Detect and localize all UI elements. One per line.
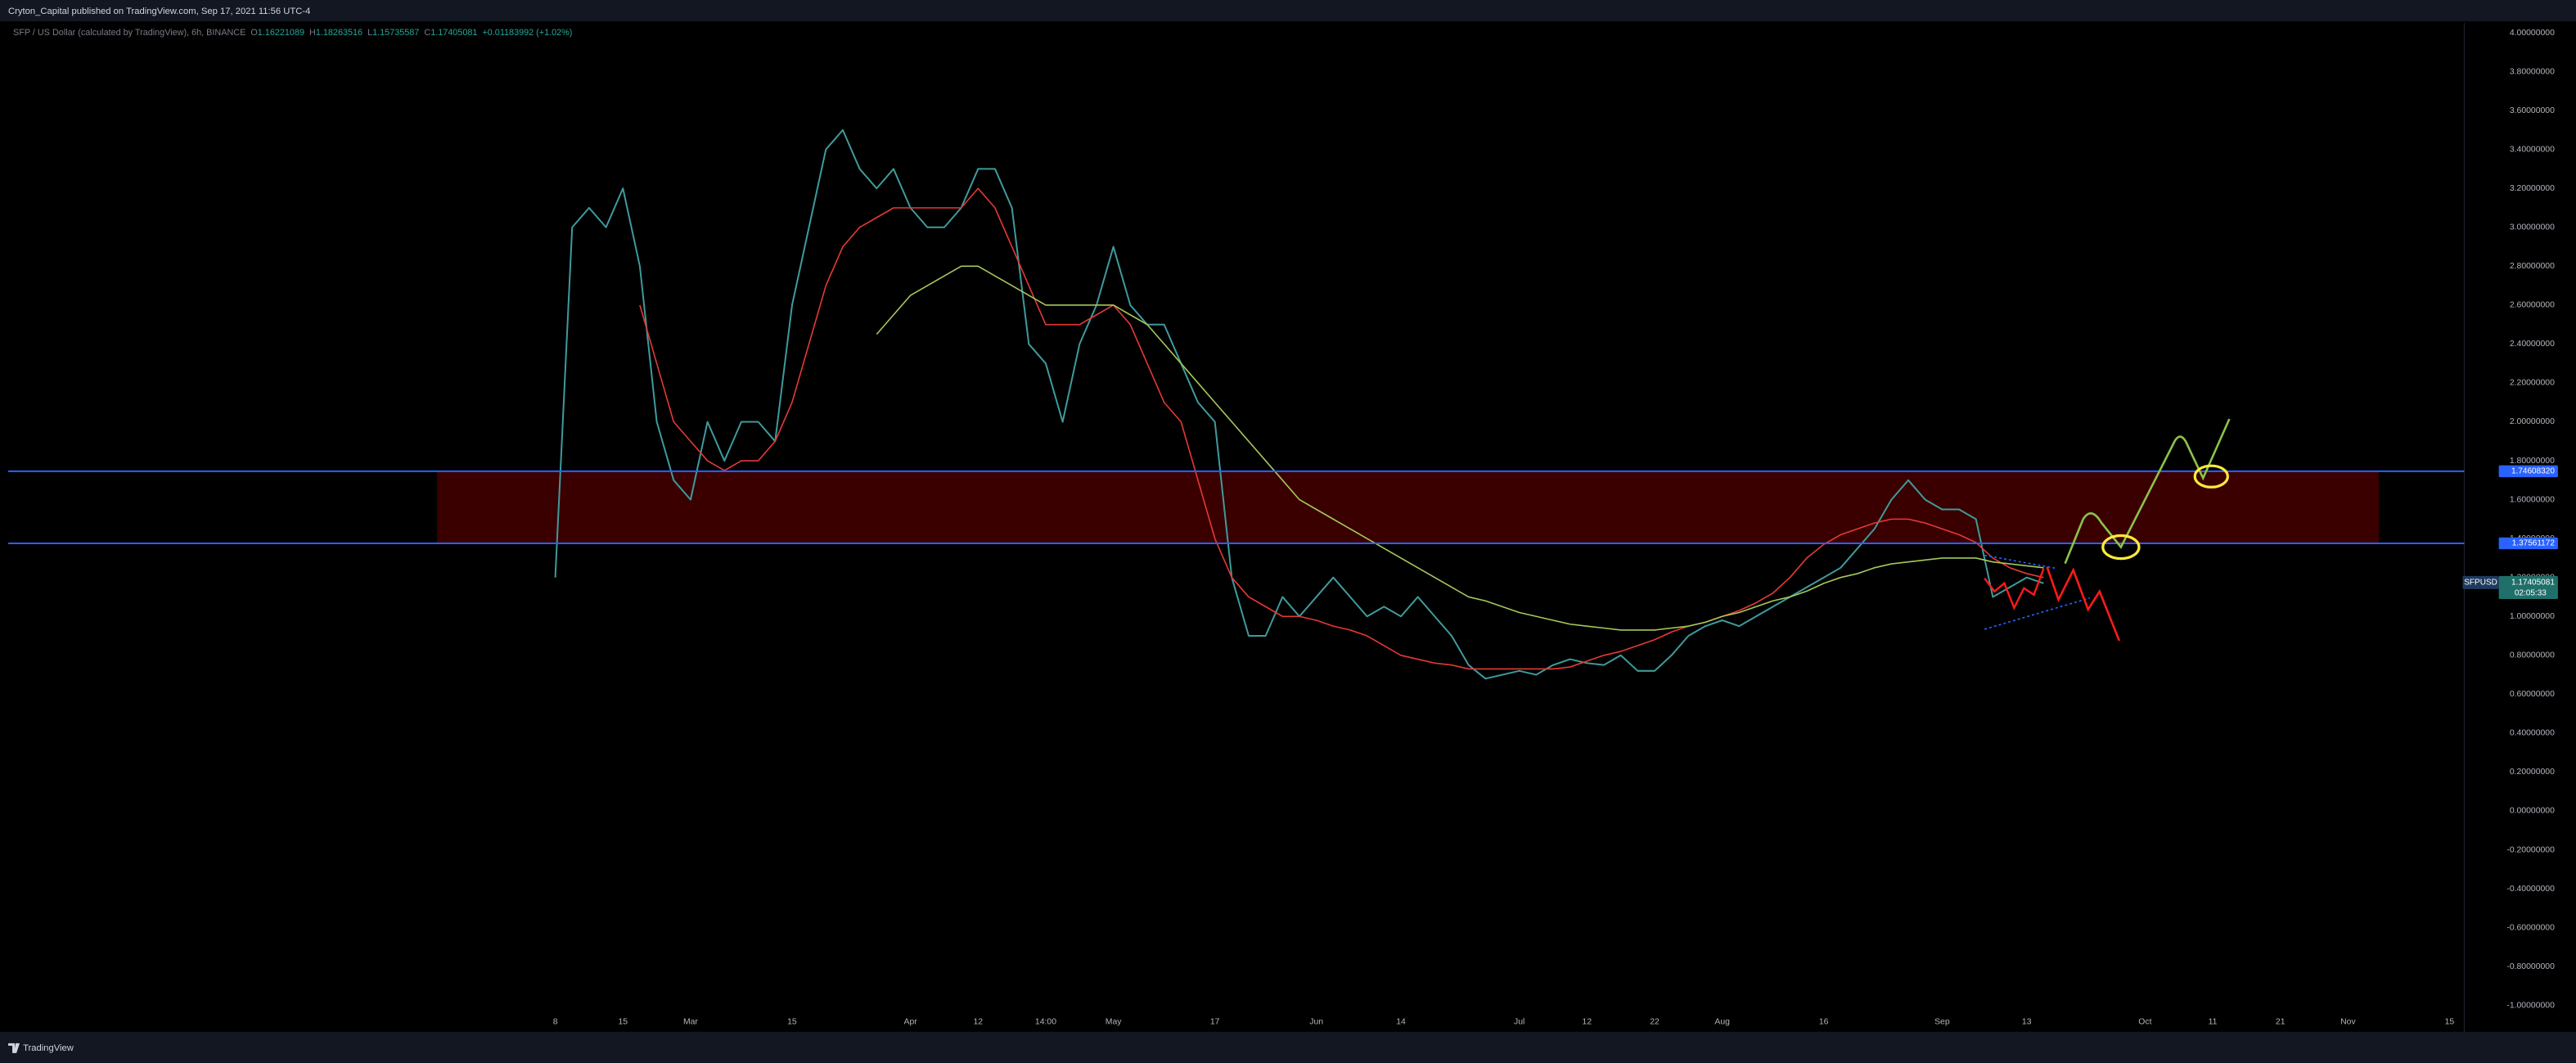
y-tick-label: 2.80000000 <box>2510 262 2555 271</box>
overlay: 1.74608320 1.37561172 SFPUSD 1.1740508102:0… <box>2462 465 2558 599</box>
countdown: 02:05:33 <box>2515 589 2547 598</box>
y-tick-label: 0.20000000 <box>2510 768 2555 777</box>
x-tick-label: 12 <box>1583 1018 1592 1027</box>
plot: SFP / US Dollar (calculated by TradingVi… <box>8 23 2555 1032</box>
projection-bear <box>2046 566 2121 642</box>
top-bar <box>0 0 2576 22</box>
x-tick-label: 14:00 <box>1035 1018 1056 1027</box>
footer-brand: TradingView <box>23 1043 74 1053</box>
ohlc-key: C <box>424 28 430 38</box>
y-tick-label: 2.40000000 <box>2510 340 2555 349</box>
y-tick-label: 0.00000000 <box>2510 807 2555 816</box>
level-label-box <box>2498 465 2558 478</box>
ohlc-value: 1.18263516 <box>316 28 363 38</box>
x-tick-label: 17 <box>1210 1018 1220 1027</box>
moving-average <box>639 187 2044 670</box>
x-tick-label: May <box>1106 1018 1122 1027</box>
y-tick-label: 3.00000000 <box>2510 223 2555 232</box>
x-tick-label: 15 <box>787 1018 797 1027</box>
change: +0.01183992 (+1.02%) <box>482 28 572 38</box>
y-tick-label: 3.80000000 <box>2510 67 2555 76</box>
legend: SFP / US Dollar (calculated by TradingVi… <box>13 28 572 38</box>
price-label: 1.17405081 <box>2511 579 2555 588</box>
x-tick-label: Nov <box>2340 1018 2356 1027</box>
x-tick-label: Jul <box>1514 1018 1524 1027</box>
y-tick-label: 0.80000000 <box>2510 651 2555 660</box>
y-tick-label: 0.60000000 <box>2510 690 2555 699</box>
publisher: Cryton_Capital published on TradingView.… <box>8 7 310 16</box>
y-tick-label: -0.80000000 <box>2506 962 2555 971</box>
ohlc-value: 1.15735587 <box>372 28 419 38</box>
triangle-support <box>1984 597 2090 630</box>
x-tick-label: 8 <box>553 1018 558 1027</box>
x-tick-label: Sep <box>1934 1018 1950 1027</box>
x-tick-label: 14 <box>1396 1018 1406 1027</box>
projection-red-small <box>1984 568 2045 610</box>
y-tick-label: 2.60000000 <box>2510 301 2555 310</box>
bottom-bar <box>0 1031 2576 1063</box>
ohlc-value: 1.16221089 <box>258 28 304 38</box>
x-tick-label: 11 <box>2209 1018 2218 1027</box>
x-tick-label: 16 <box>1819 1018 1829 1027</box>
moving-average <box>876 265 2044 631</box>
brand-logo <box>8 1043 20 1053</box>
y-tick-label: -0.40000000 <box>2506 885 2555 894</box>
x-tick-label: 22 <box>1650 1018 1660 1027</box>
price-box <box>2498 575 2558 599</box>
x-tick-label: 15 <box>618 1018 628 1027</box>
x-tick-label: 13 <box>2022 1018 2032 1027</box>
level-label: 1.37561172 <box>2512 539 2556 548</box>
x-tick-label: Oct <box>2138 1018 2151 1027</box>
ohlc-key: H <box>309 28 316 38</box>
ohlc-key: O <box>250 28 257 38</box>
y-tick-label: 2.20000000 <box>2510 379 2555 388</box>
x-tick-label: Jun <box>1309 1018 1323 1027</box>
x-tick-label: Apr <box>904 1018 918 1027</box>
y-tick-label: -0.60000000 <box>2506 923 2555 932</box>
y-tick-label: -1.00000000 <box>2506 1001 2555 1010</box>
symbol-label: SFPUSD <box>2464 579 2497 588</box>
x-tick-label: 21 <box>2276 1018 2286 1027</box>
y-tick-label: 3.20000000 <box>2510 184 2555 193</box>
y-tick-label: 1.60000000 <box>2510 495 2555 504</box>
zone <box>437 471 2380 543</box>
triangle-resistance <box>1984 554 2057 570</box>
ohlc-value: 1.17405081 <box>430 28 477 38</box>
y-tick-label: 0.40000000 <box>2510 729 2555 738</box>
level-label-box <box>2498 537 2558 550</box>
x-tick-label: Mar <box>683 1018 698 1027</box>
x-tick-label: 12 <box>973 1018 983 1027</box>
level-label: 1.74608320 <box>2511 467 2555 476</box>
y-tick-label: 3.60000000 <box>2510 106 2555 115</box>
circle-marker <box>2101 534 2141 561</box>
projection-bull <box>2064 418 2231 565</box>
y-tick-label: 1.80000000 <box>2510 457 2555 466</box>
legend-title: SFP / US Dollar (calculated by TradingVi… <box>13 28 245 38</box>
y-tick-label: 4.00000000 <box>2510 29 2555 38</box>
y-tick-label: 2.00000000 <box>2510 417 2555 426</box>
y-tick-label: -0.20000000 <box>2506 845 2555 854</box>
y-tick-label: 3.40000000 <box>2510 145 2555 154</box>
projection-drawings <box>1984 418 2231 642</box>
symbol-box <box>2462 575 2499 589</box>
ohlc-key: L <box>367 28 372 38</box>
x-tick-label: Aug <box>1714 1018 1730 1027</box>
y-tick-label: 1.00000000 <box>2510 612 2555 621</box>
x-tick-label: 15 <box>2445 1018 2455 1027</box>
circle-marker <box>2193 464 2229 489</box>
